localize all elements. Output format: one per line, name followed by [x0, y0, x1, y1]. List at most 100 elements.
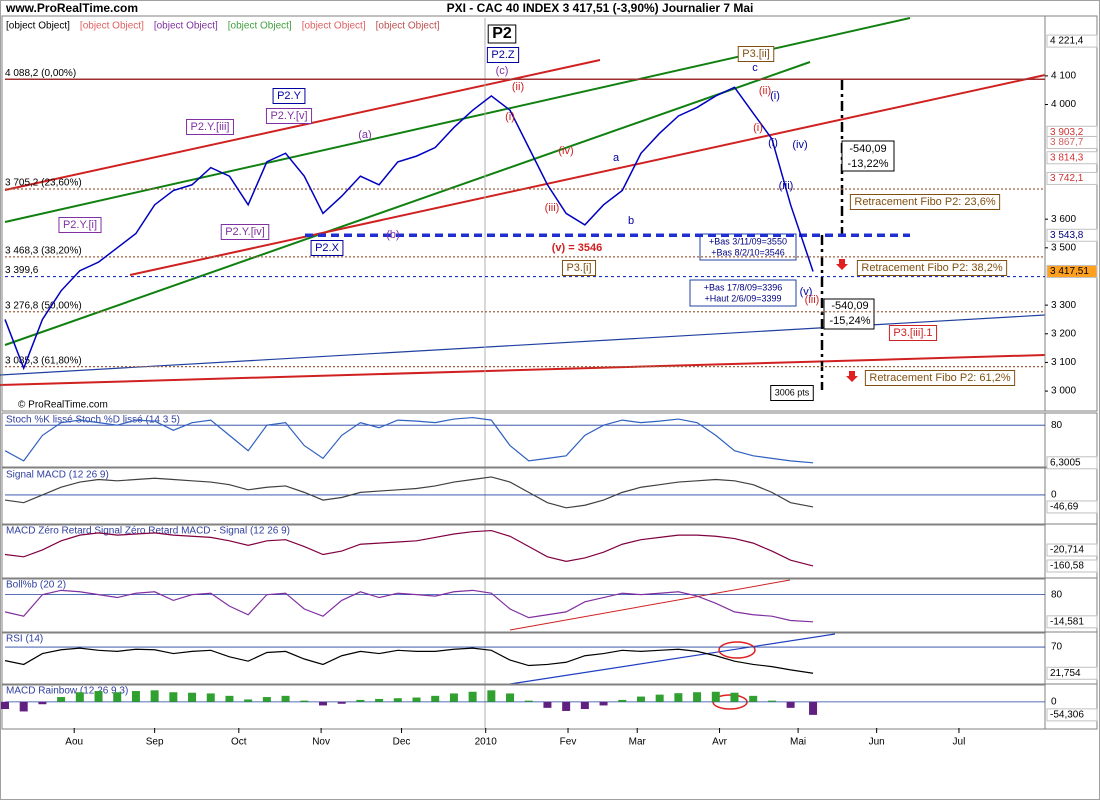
watermark: © ProRealTime.com	[18, 400, 108, 411]
annotation-box	[856, 260, 1008, 276]
annotation: (ii)	[512, 81, 524, 93]
value-tag: -46,69	[1050, 502, 1079, 513]
value-tag-box	[1046, 264, 1098, 278]
annotation-box	[186, 119, 234, 135]
fibo-label: 4 088,2 (0,00%)	[5, 68, 76, 79]
trend-line	[509, 633, 836, 685]
annotation: P3.[iii].1	[893, 327, 932, 339]
histogram-bar	[543, 701, 552, 708]
histogram-bar	[150, 690, 159, 702]
chart-title: PXI - CAC 40 INDEX 3 417,51 (-3,90%) Jou…	[447, 1, 754, 15]
annotation: P2.Z	[491, 49, 515, 61]
value-tag-box	[1046, 543, 1098, 557]
annotation: (v)	[800, 286, 813, 298]
histogram-bar	[655, 694, 664, 702]
value-tag: -160,58	[1050, 561, 1084, 572]
y-tick-label: 70	[1051, 642, 1063, 653]
value-tag: 3 903,2	[1050, 127, 1084, 138]
value-tag: 3 543,8	[1050, 230, 1084, 241]
annotation: Retracement Fibo P2: 38,2%	[861, 262, 1002, 274]
indicator-line	[4, 647, 814, 674]
histogram-bar	[449, 693, 458, 702]
value-tag: 3 742,1	[1050, 173, 1084, 184]
value-tag-box	[1046, 171, 1098, 185]
axis-frame	[1044, 683, 1098, 730]
value-tag-box	[1046, 456, 1098, 470]
histogram-bar	[262, 697, 271, 702]
x-tick-label: Jul	[953, 737, 966, 748]
histogram-bar	[169, 692, 178, 702]
annotation-box	[737, 46, 775, 62]
annotation: 3006 pts	[775, 387, 810, 397]
indicator-line	[4, 476, 814, 509]
arrow-icon	[836, 259, 848, 270]
value-tag-box	[1046, 228, 1098, 242]
annotation: (b)	[386, 229, 399, 241]
histogram-bar	[749, 695, 758, 702]
value-tag: 3 814,3	[1050, 152, 1084, 163]
annotation: Retracement Fibo P2: 23,6%	[854, 196, 995, 208]
annotation: P3.[i]	[566, 262, 591, 274]
annotation: (i)	[768, 137, 778, 149]
panel-title: Boll%b (20 2)	[6, 580, 66, 591]
x-tick-label: 2010	[475, 737, 498, 748]
legend-entry: [object Object]	[6, 21, 70, 32]
annotation: P2.Y.[v]	[270, 110, 307, 122]
value-tag-box	[1046, 666, 1098, 680]
annotation-box	[487, 24, 517, 44]
trend-line	[129, 74, 1046, 276]
annotation: a	[613, 152, 620, 164]
annotation: +Bas 3/11/09=3550	[709, 236, 787, 246]
histogram-bar	[711, 691, 720, 702]
histogram-bar	[562, 701, 571, 711]
annotation: +Haut 2/6/09=3399	[704, 293, 781, 303]
panel-title: MACD Rainbow (12 26 9 3)	[6, 686, 128, 697]
trend-line	[4, 61, 811, 346]
x-tick-label: Dec	[393, 737, 411, 748]
panel-title: Stoch %K lissé Stoch %D lissé (14 3 5)	[6, 415, 180, 426]
annotation-box	[864, 370, 1016, 386]
panel-title: RSI (14)	[6, 634, 43, 645]
annotation: (i)	[770, 90, 780, 102]
annotation: P3.[ii]	[742, 48, 770, 60]
annotation: (c)	[496, 65, 509, 77]
source: www.ProRealTime.com	[5, 1, 138, 15]
annotation: (v) = 3546	[552, 242, 602, 254]
annotation: (a)	[358, 129, 371, 141]
indicator-line	[4, 529, 814, 567]
annotation-box	[888, 325, 938, 341]
histogram-bar	[809, 701, 818, 715]
annotation: P2	[492, 25, 512, 42]
histogram-bar	[244, 699, 253, 702]
annotation: +Bas 8/2/10=3546	[711, 247, 785, 257]
annotation-box	[561, 260, 597, 276]
y-tick-label: 80	[1051, 420, 1063, 431]
annotation-box	[849, 194, 1001, 210]
x-tick-label: Mar	[629, 737, 647, 748]
annotation: P2.Y.[i]	[63, 219, 97, 231]
y-tick-label: 3 000	[1051, 386, 1076, 397]
histogram-bar	[94, 691, 103, 702]
annotation: (iii)	[805, 294, 820, 306]
histogram-bar	[57, 697, 66, 702]
annotation: b	[628, 215, 634, 227]
y-tick-label: 4 100	[1051, 71, 1076, 82]
value-tag-box	[1046, 500, 1098, 514]
histogram-bar	[730, 692, 739, 702]
y-tick-label: 3 100	[1051, 357, 1076, 368]
annotation: Retracement Fibo P2: 61,2%	[869, 372, 1010, 384]
trend-line	[509, 579, 791, 631]
histogram-bar	[693, 692, 702, 702]
x-tick-label: Jun	[869, 737, 885, 748]
histogram-bar	[225, 695, 234, 702]
histogram-bar	[281, 695, 290, 702]
legend-entry: [object Object]	[376, 21, 440, 32]
panel-title: MACD Zéro Retard Signal Zéro Retard MACD…	[6, 526, 290, 537]
axis-frame	[1044, 467, 1098, 526]
histogram-bar	[580, 701, 589, 710]
y-tick-label: 3 500	[1051, 242, 1076, 253]
x-tick-label: Mai	[790, 737, 806, 748]
y-tick-label: 4 000	[1051, 99, 1076, 110]
